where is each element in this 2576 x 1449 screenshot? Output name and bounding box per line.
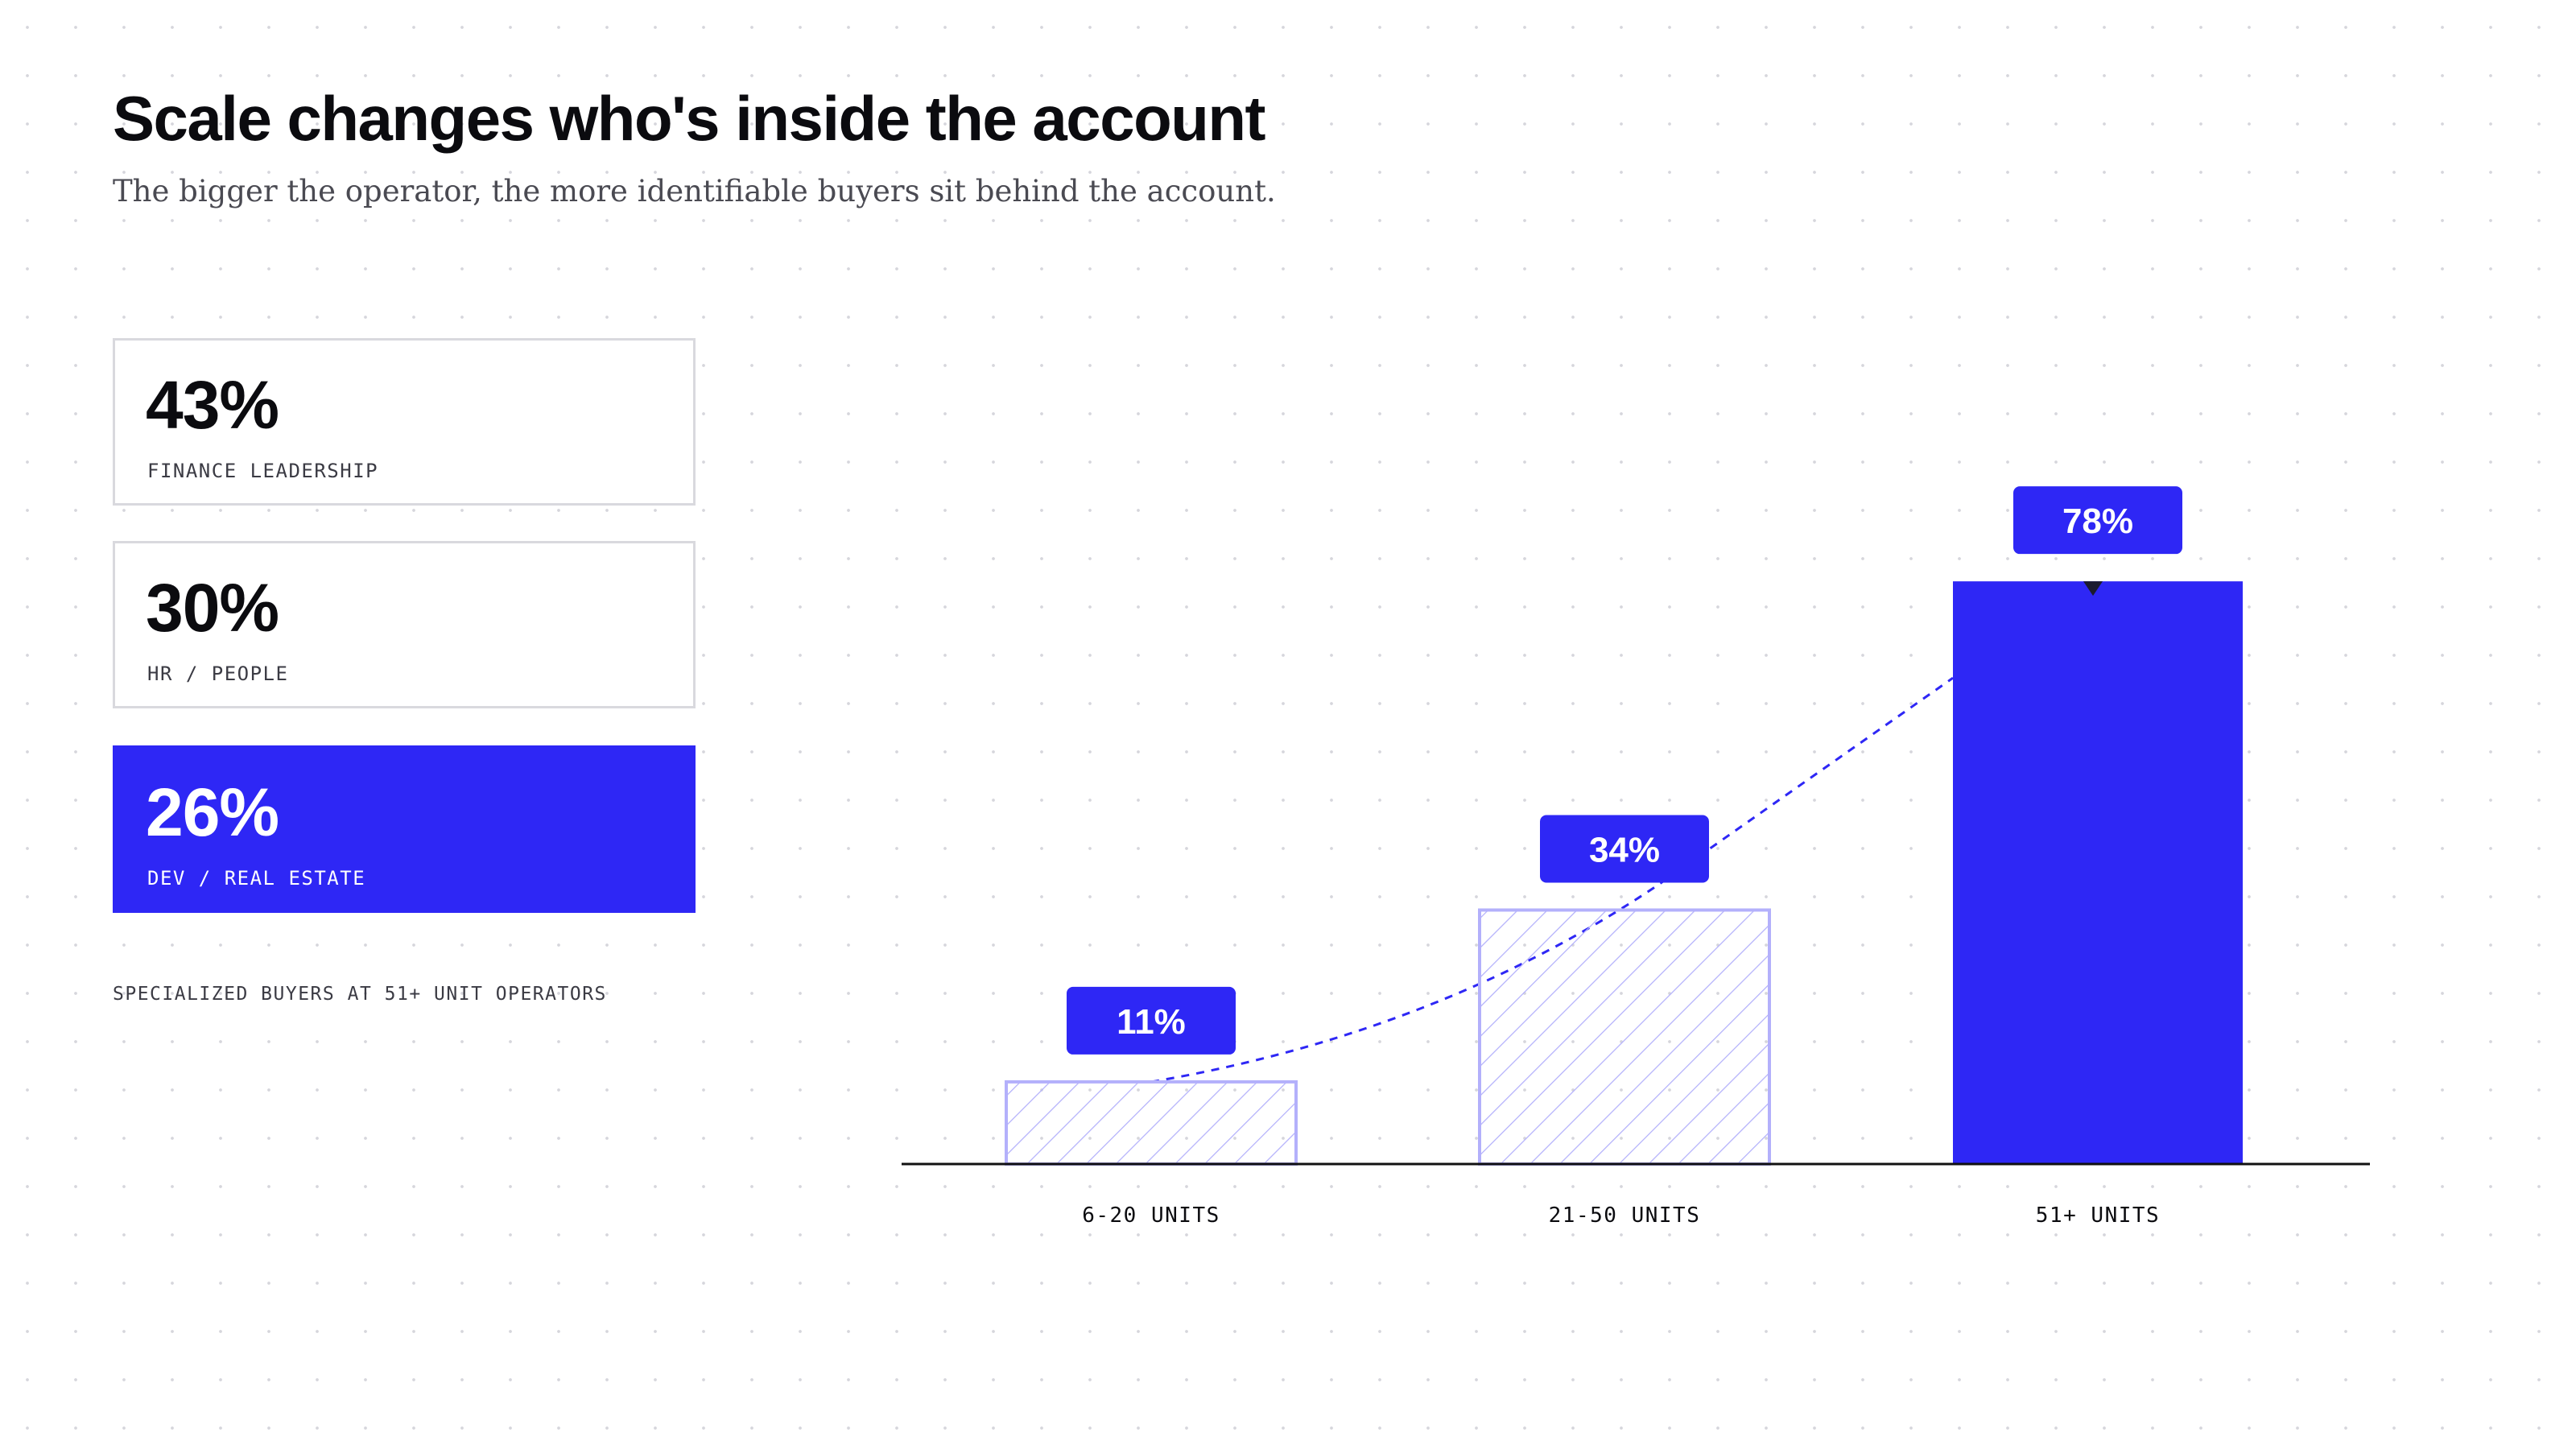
stat-card-finance: 43% FINANCE LEADERSHIP [113, 338, 696, 506]
stat-value: 30% [146, 570, 279, 646]
category-label: 6-20 UNITS [1082, 1203, 1220, 1228]
stat-card-dev-real-estate: 26% DEV / REAL ESTATE [113, 745, 696, 913]
stat-label: FINANCE LEADERSHIP [147, 460, 379, 482]
category-label: 21-50 UNITS [1549, 1203, 1701, 1228]
category-label: 51+ UNITS [2036, 1203, 2160, 1228]
value-pill [1067, 986, 1236, 1055]
value-pill [1540, 815, 1709, 883]
bar-3 [1953, 581, 2243, 1164]
value-label: 78% [2062, 502, 2133, 541]
stat-value: 43% [146, 367, 279, 443]
value-label: 34% [1589, 830, 1660, 869]
stat-card-hr: 30% HR / PEOPLE [113, 541, 696, 708]
bar-1 [1005, 1080, 1298, 1166]
page-subtitle: The bigger the operator, the more identi… [113, 174, 1276, 208]
page-title: Scale changes who's inside the account [113, 83, 1265, 154]
pointer-marker [2083, 581, 2103, 597]
value-label: 11% [1117, 1002, 1186, 1042]
footnote: SPECIALIZED BUYERS AT 51+ UNIT OPERATORS [113, 984, 607, 1005]
stat-value: 26% [146, 774, 279, 850]
stat-label: HR / PEOPLE [147, 663, 289, 685]
bar-2 [1478, 908, 1771, 1166]
stat-label: DEV / REAL ESTATE [147, 867, 366, 890]
value-pill [2013, 486, 2182, 555]
